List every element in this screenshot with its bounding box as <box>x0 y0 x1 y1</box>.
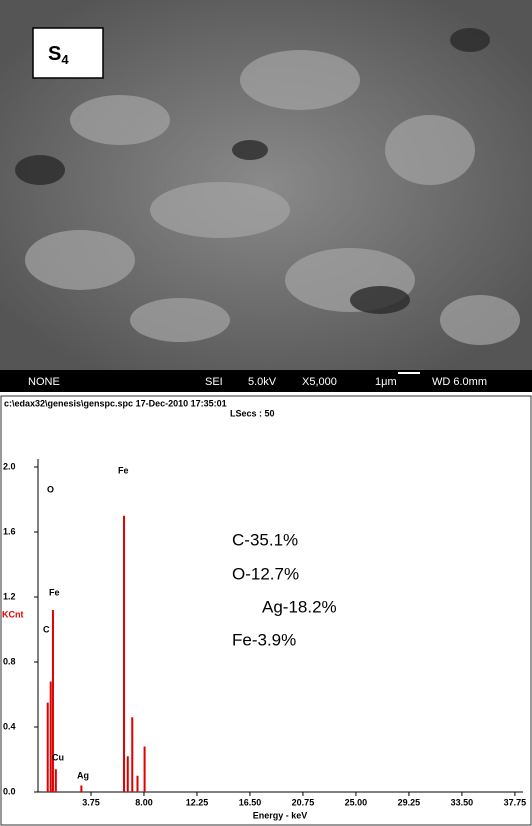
x-tick-label: 37.75 <box>504 797 527 807</box>
peak <box>54 769 57 792</box>
peak <box>80 785 83 792</box>
chart: c:\edax32\genesis\genspc.spc 17-Dec-2010… <box>2 398 526 820</box>
info-text: 5.0kV <box>248 376 277 388</box>
peak <box>49 681 52 792</box>
y-tick-label: 1.2 <box>3 591 16 601</box>
peak-label: Cu <box>52 752 64 762</box>
peak <box>131 717 134 792</box>
y-tick-label: 0.8 <box>3 656 16 666</box>
info-text: 1μm <box>375 376 397 388</box>
y-tick-label: 2.0 <box>3 461 16 471</box>
peak <box>123 515 126 792</box>
y-label: KCnt <box>2 609 24 619</box>
peak <box>51 610 54 792</box>
peak-label: Ag <box>77 770 89 780</box>
y-tick-label: 1.6 <box>3 526 16 536</box>
x-tick-label: 16.50 <box>239 797 262 807</box>
peak <box>136 775 139 792</box>
label-sub: 4 <box>61 52 69 67</box>
label-main: S <box>48 43 61 65</box>
info-text: X5,000 <box>302 376 337 388</box>
info-text: WD 6.0mm <box>432 376 487 388</box>
x-tick-label: 29.25 <box>398 797 421 807</box>
peak-label: O <box>47 484 54 494</box>
header: c:\edax32\genesis\genspc.spc 17-Dec-2010… <box>4 398 227 408</box>
info-text: SEI <box>205 376 223 388</box>
annotation: O-12.7% <box>232 564 299 583</box>
y-tick-label: 0.0 <box>3 786 16 796</box>
subheader: LSecs : 50 <box>230 408 275 418</box>
panel-label: S4 <box>48 43 69 67</box>
peak-label: Fe <box>118 465 129 475</box>
chart-frame <box>0 395 532 826</box>
x-tick-label: 25.00 <box>345 797 368 807</box>
x-tick-label: 3.75 <box>82 797 100 807</box>
annotation: Ag-18.2% <box>262 597 337 616</box>
annotation: Fe-3.9% <box>232 630 296 649</box>
peak <box>143 746 146 792</box>
peak <box>126 756 129 792</box>
annotation: C-35.1% <box>232 530 298 549</box>
peak-label: Fe <box>49 587 60 597</box>
y-tick-label: 0.4 <box>3 721 16 731</box>
x-tick-label: 12.25 <box>186 797 209 807</box>
x-tick-label: 33.50 <box>451 797 474 807</box>
info-text: NONE <box>28 376 60 388</box>
peak-label: C <box>43 624 50 634</box>
sem-image: S4 <box>0 0 532 392</box>
x-tick-label: 8.00 <box>135 797 153 807</box>
peak <box>46 702 49 792</box>
x-tick-label: 20.75 <box>292 797 315 807</box>
x-label: Energy - keV <box>253 810 308 820</box>
